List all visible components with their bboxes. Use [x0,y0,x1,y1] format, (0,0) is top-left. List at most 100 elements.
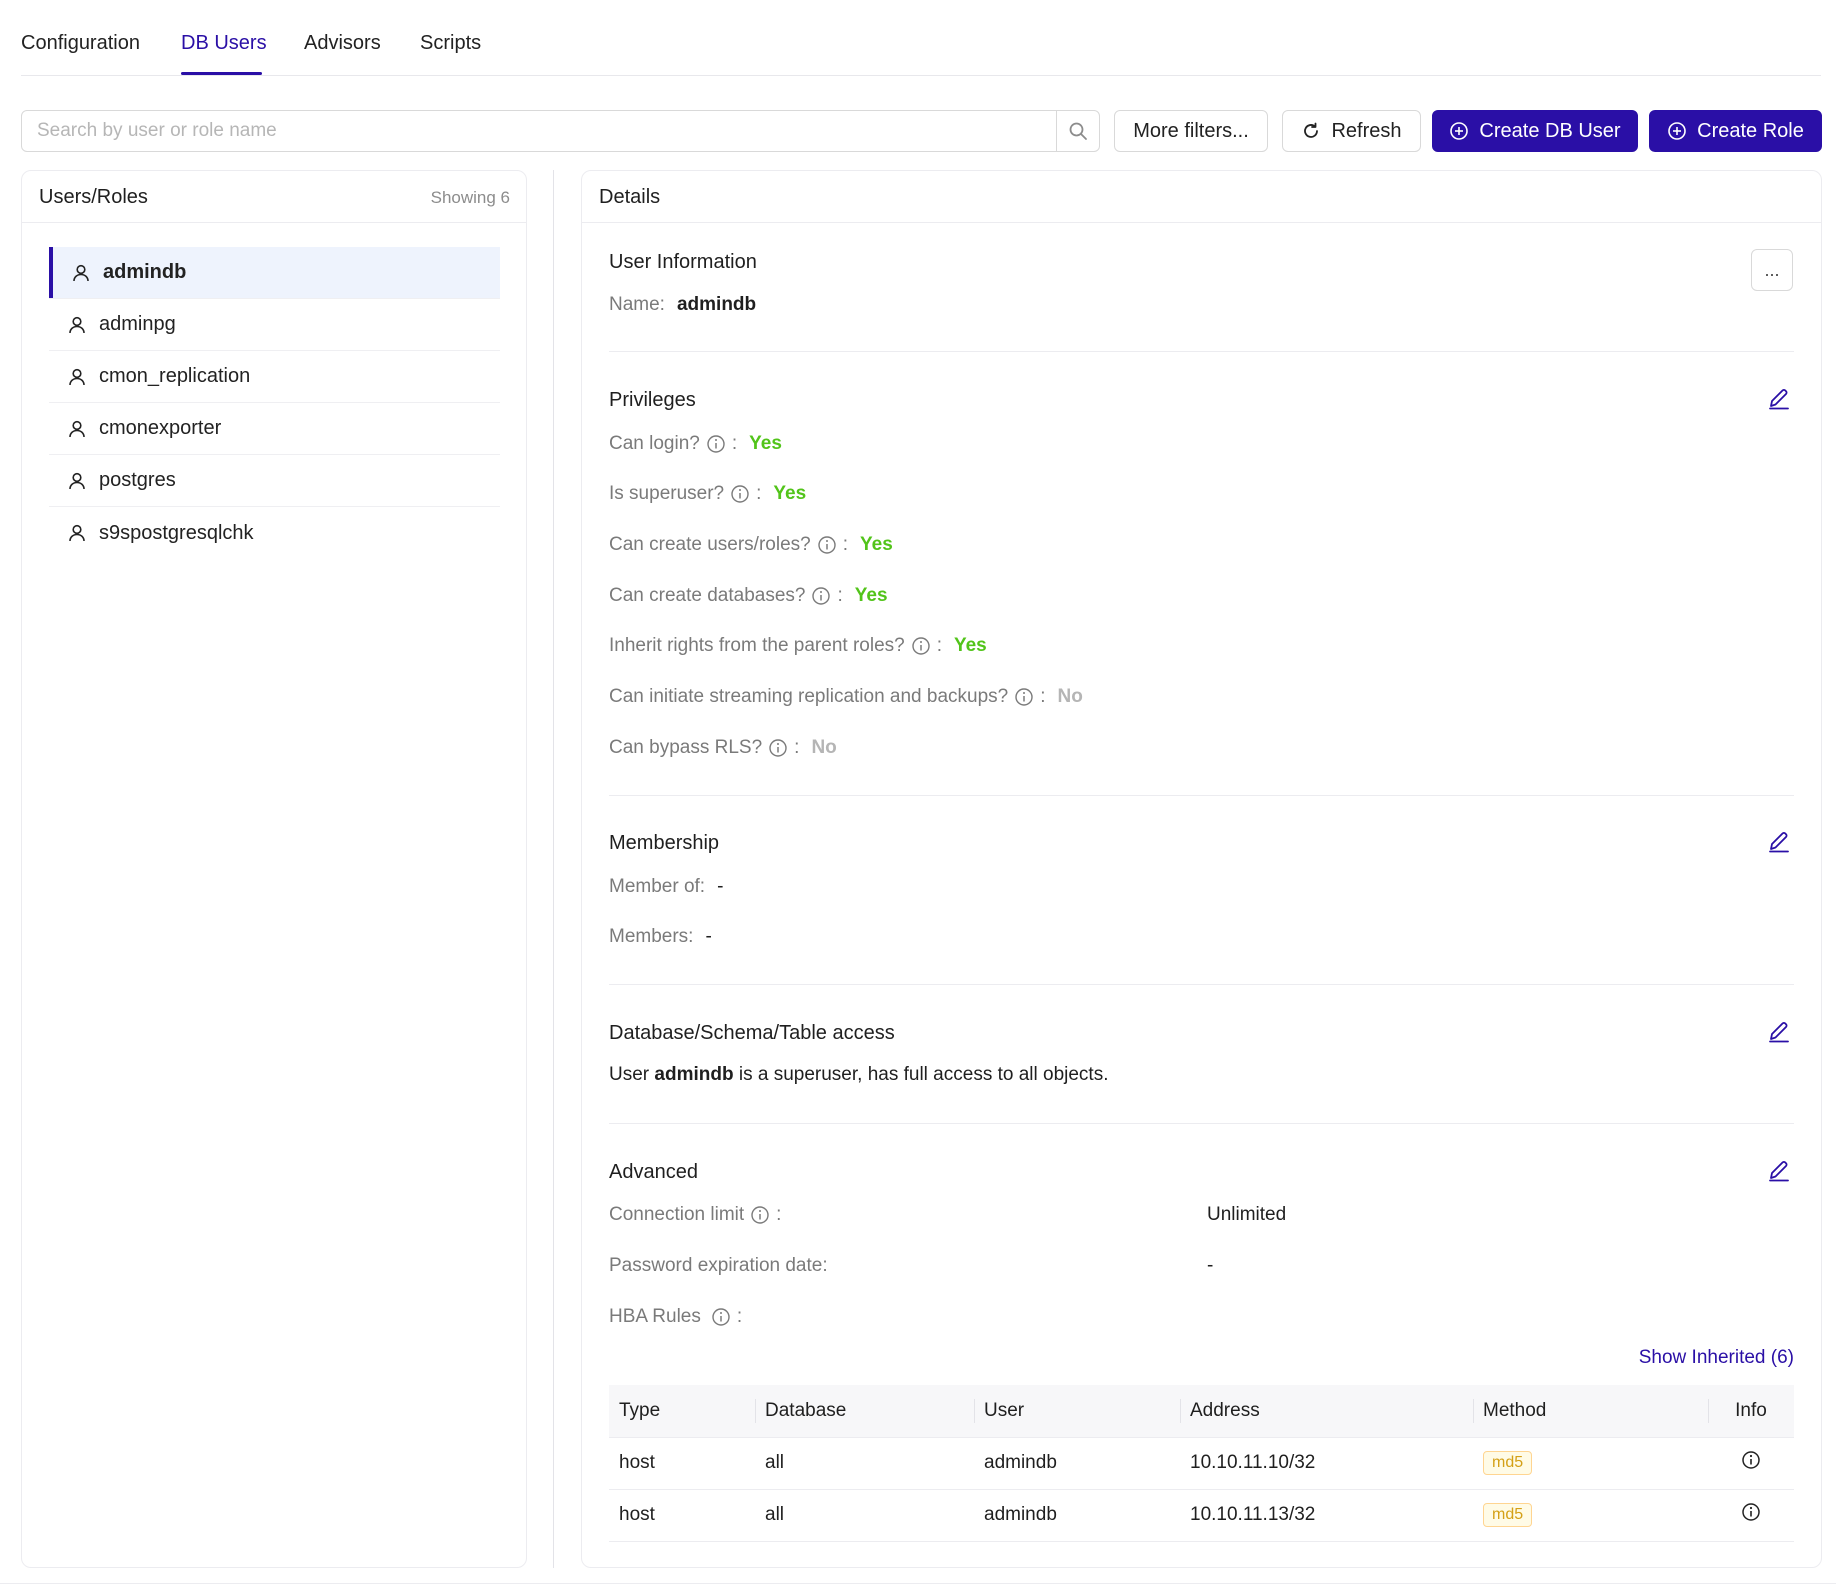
connection-limit-label: Connection limit [609,1204,745,1225]
privilege-row-can-login: Can login? : Yes [609,433,782,454]
cell-type: host [609,1437,755,1490]
cell-type: host [609,1489,755,1542]
details-title: Details [599,186,661,208]
access-title: Database/Schema/Table access [609,1022,895,1044]
search-icon [1069,122,1087,140]
info-icon[interactable] [1741,1450,1761,1470]
privilege-label: Can create databases? [609,585,806,606]
show-inherited-link[interactable]: Show Inherited (6) [1638,1347,1794,1368]
user-item-label: s9spostgresqlchk [99,521,254,544]
privilege-label: Inherit rights from the parent roles? [609,635,905,656]
member-of-value: - [717,876,724,897]
member-of-label: Member of: [609,876,706,897]
user-item-admindb[interactable]: admindb [49,247,500,299]
members-label: Members: [609,926,694,947]
cell-method: md5 [1473,1437,1708,1490]
password-expiration-row: Password expiration date: [609,1255,828,1277]
edit-privileges-icon[interactable] [1767,387,1791,411]
panel-divider[interactable] [553,170,554,1568]
access-description: User admindb is a superuser, has full ac… [609,1064,1109,1086]
refresh-label: Refresh [1331,119,1402,142]
password-expiration-label: Password expiration date: [609,1255,828,1276]
name-row: Name: admindb [609,294,756,316]
cell-user: admindb [974,1437,1180,1490]
cell-database: all [755,1489,974,1542]
info-icon[interactable] [811,586,831,606]
more-filters-button[interactable]: More filters... [1114,110,1268,152]
tab-bar: Configuration DB Users Advisors Scripts [21,0,1821,76]
tab-db-users[interactable]: DB Users [181,32,267,54]
privilege-label: Can login? [609,433,700,454]
privilege-label: Is superuser? [609,483,725,504]
more-actions-label: ... [1764,259,1780,280]
table-row: host all admindb 10.10.11.10/32 md5 [609,1437,1794,1490]
table-row: host all admindb 10.10.11.13/32 md5 [609,1489,1794,1542]
edit-advanced-icon[interactable] [1767,1159,1791,1183]
members-row: Members: - [609,926,712,948]
table-header-row: Type Database User Address Method Info [609,1385,1794,1438]
column-header-method: Method [1473,1385,1708,1438]
info-icon[interactable] [911,636,931,656]
privilege-row-is-superuser: Is superuser? : Yes [609,483,807,504]
plus-circle-icon [1668,122,1686,140]
create-role-label: Create Role [1697,119,1804,142]
info-icon[interactable] [1741,1502,1761,1522]
search-box [21,110,1100,152]
user-item-cmon-replication[interactable]: cmon_replication [49,351,500,403]
user-item-label: cmonexporter [99,417,222,439]
cell-user: admindb [974,1489,1180,1542]
divider [609,984,1794,985]
refresh-icon [1304,122,1319,138]
privilege-value: Yes [749,433,782,454]
connection-limit-value: Unlimited [1207,1204,1287,1225]
tab-configuration[interactable]: Configuration [21,32,140,54]
user-item-cmonexporter[interactable]: cmonexporter [49,403,500,455]
info-icon[interactable] [711,1307,731,1327]
privilege-row-bypass-rls: Can bypass RLS? : No [609,737,837,758]
access-text-pre: User [609,1064,655,1085]
user-list: admindb adminpg cmon_replication cmonexp… [49,247,500,559]
name-label: Name: [609,294,665,315]
search-button[interactable] [1056,111,1099,151]
search-input[interactable] [22,111,1057,151]
more-actions-button[interactable]: ... [1751,249,1793,291]
info-icon[interactable] [768,738,788,758]
refresh-button[interactable]: Refresh [1282,110,1421,152]
users-panel-title: Users/Roles [39,186,148,208]
method-tag: md5 [1483,1503,1533,1527]
edit-access-icon[interactable] [1767,1020,1791,1044]
privilege-value: Yes [773,483,807,504]
cell-info [1708,1437,1794,1490]
info-icon[interactable] [1014,687,1034,707]
info-icon[interactable] [730,484,750,504]
hba-rules-label: HBA Rules [609,1306,701,1327]
tab-scripts[interactable]: Scripts [420,32,482,54]
divider [609,795,1794,796]
password-expiration-value: - [1207,1255,1214,1276]
info-icon[interactable] [817,535,837,555]
create-role-button[interactable]: Create Role [1649,110,1822,152]
user-icon [69,524,85,542]
users-roles-panel: Users/Roles Showing 6 admindb adminpg cm… [21,170,527,1568]
privilege-row-create-users: Can create users/roles? : Yes [609,534,893,555]
privilege-value: Yes [953,635,987,656]
details-panel: Details User Information ... Name: admin… [581,170,1822,1568]
user-item-label: postgres [99,469,176,491]
edit-membership-icon[interactable] [1767,830,1791,854]
privilege-label: Can initiate streaming replication and b… [609,686,1009,707]
user-item-adminpg[interactable]: adminpg [49,299,500,351]
name-value: admindb [676,294,757,315]
column-header-info: Info [1708,1385,1794,1438]
info-icon[interactable] [706,434,726,454]
tab-advisors[interactable]: Advisors [304,32,381,54]
access-text-post: is a superuser, has full access to all o… [733,1064,1109,1085]
divider [609,1123,1794,1124]
membership-title: Membership [609,832,720,854]
user-item-postgres[interactable]: postgres [49,455,500,507]
plus-circle-icon [1450,122,1469,140]
more-filters-label: More filters... [1133,119,1249,142]
privilege-value: Yes [860,534,893,555]
info-icon[interactable] [750,1205,770,1225]
create-db-user-button[interactable]: Create DB User [1432,110,1638,152]
user-item-s9spostgresqlchk[interactable]: s9spostgresqlchk [49,507,500,559]
